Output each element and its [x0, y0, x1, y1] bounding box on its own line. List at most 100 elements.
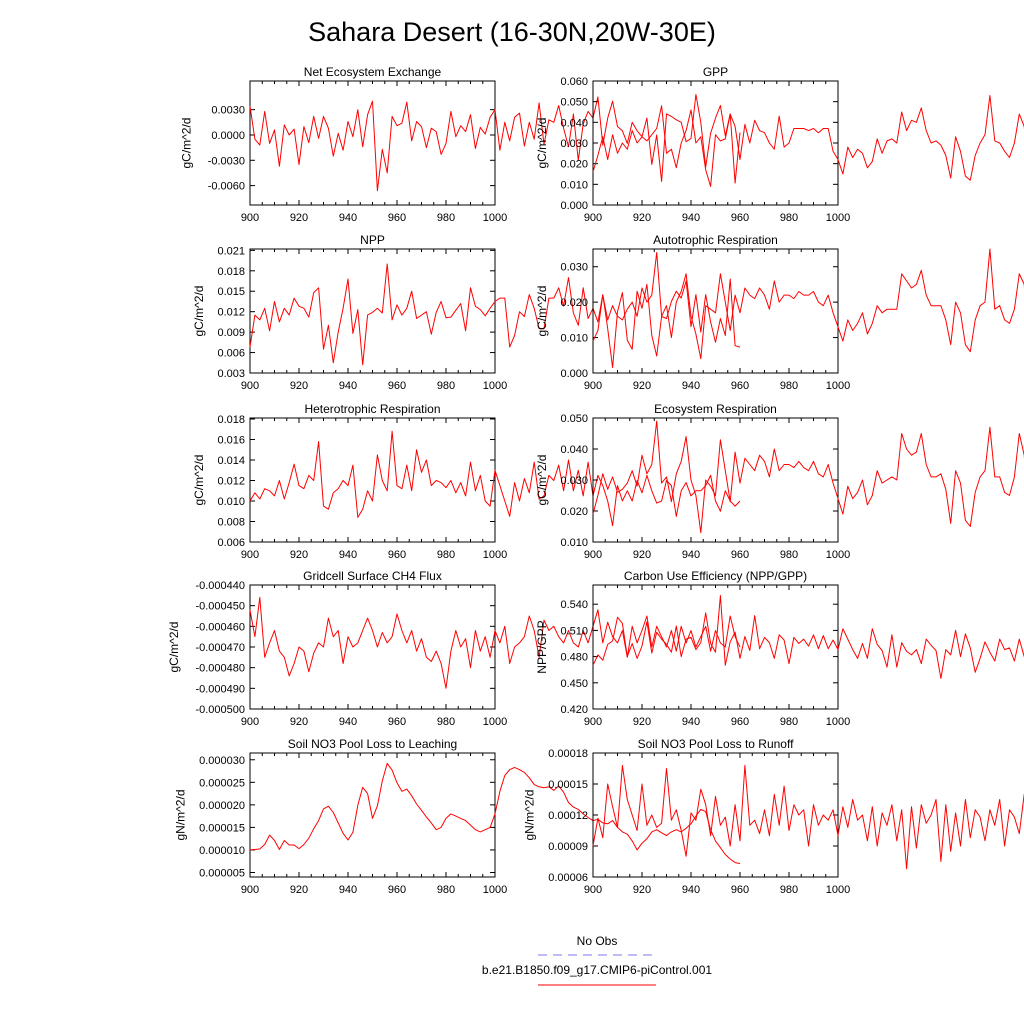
x-tick-label: 1000 [826, 716, 850, 728]
plot-frame [592, 417, 839, 543]
y-axis-label: NPP/GPP [535, 620, 549, 673]
y-axis-label: gC/m^2/d [535, 118, 549, 169]
y-axis-label: gC/m^2/d [192, 286, 206, 337]
x-tick-label: 940 [682, 212, 700, 224]
y-tick-label: 0.018 [217, 266, 245, 278]
series-line-control-run [249, 762, 741, 864]
y-tick-label: -0.0060 [208, 181, 245, 193]
x-tick-label: 920 [633, 884, 651, 896]
x-tick-label: 980 [780, 380, 798, 392]
y-tick-label: 0.010 [217, 496, 245, 508]
x-tick-label: 960 [731, 212, 749, 224]
x-tick-label: 940 [682, 380, 700, 392]
panel-soil-no3-pool-loss-to-runoff: 900 920 940 960 980 1000 0.00006 0.00009 0.00012… [523, 737, 1024, 896]
y-tick-label: 0.00018 [548, 748, 588, 760]
y-axis-label: gC/m^2/d [180, 118, 194, 169]
x-tick-label: 900 [241, 549, 259, 561]
y-tick-label: 0.0000 [211, 130, 245, 142]
y-tick-label: 0.00012 [548, 810, 588, 822]
y-tick-label: 0.030 [560, 262, 588, 274]
x-tick-label: 960 [388, 380, 406, 392]
panel-autotrophic-respiration: 900 920 940 960 980 1000 0.000 0.010 0.020 0.030 A… [535, 233, 1024, 392]
series-line-control-run [249, 596, 741, 689]
panel-ecosystem-respiration: 900 920 940 960 980 1000 0.010 0.020 0.030 0.040 0… [535, 402, 1024, 561]
y-tick-label: 0.480 [560, 652, 588, 664]
plot-frame [592, 80, 839, 206]
y-tick-label: 0.000020 [199, 800, 245, 812]
legend-label-control-run: b.e21.B1850.f09_g17.CMIP6-piControl.001 [482, 963, 712, 977]
x-tick-label: 920 [633, 380, 651, 392]
y-axis-label: gC/m^2/d [192, 455, 206, 506]
y-tick-label: 0.020 [560, 159, 588, 171]
x-tick-label: 960 [731, 716, 749, 728]
x-tick-label: 920 [290, 884, 308, 896]
x-tick-label: 900 [584, 212, 602, 224]
y-tick-label: 0.012 [217, 307, 245, 319]
y-tick-label: 0.040 [560, 444, 588, 456]
y-tick-label: 0.050 [560, 413, 588, 425]
y-tick-label: 0.021 [217, 245, 245, 257]
x-tick-label: 920 [633, 212, 651, 224]
x-tick-label: 1000 [483, 212, 507, 224]
panel-title: Gridcell Surface CH4 Flux [303, 569, 442, 583]
y-tick-label: 0.420 [560, 704, 588, 716]
y-tick-label: 0.010 [560, 179, 588, 191]
panel-title: Heterotrophic Respiration [304, 402, 440, 416]
y-tick-label: 0.009 [217, 327, 245, 339]
y-axis-label: gC/m^2/d [535, 286, 549, 337]
x-tick-label: 920 [633, 549, 651, 561]
y-tick-label: 0.000030 [199, 755, 245, 767]
x-tick-label: 960 [731, 884, 749, 896]
y-tick-label: 0.008 [217, 517, 245, 529]
y-tick-label: 0.060 [560, 76, 588, 88]
x-tick-label: 940 [682, 884, 700, 896]
panel-title: Soil NO3 Pool Loss to Runoff [638, 737, 795, 751]
x-tick-label: 1000 [483, 549, 507, 561]
y-tick-label: 0.020 [560, 297, 588, 309]
y-tick-label: 0.0030 [211, 105, 245, 117]
x-tick-label: 920 [290, 212, 308, 224]
y-tick-label: 0.006 [217, 348, 245, 360]
panel-title: Net Ecosystem Exchange [304, 65, 442, 79]
x-tick-label: 980 [437, 549, 455, 561]
series-line-control-run [249, 263, 741, 368]
panel-title: Autotrophic Respiration [653, 233, 778, 247]
y-axis-label: gN/m^2/d [523, 790, 537, 841]
x-tick-label: 900 [241, 212, 259, 224]
x-tick-label: 900 [584, 884, 602, 896]
plot-frame [249, 584, 496, 710]
x-tick-label: 960 [731, 549, 749, 561]
y-tick-label: 0.030 [560, 138, 588, 150]
plot-frame [249, 417, 496, 543]
x-tick-label: 900 [584, 380, 602, 392]
x-tick-label: 920 [290, 716, 308, 728]
y-tick-label: -0.000470 [195, 642, 245, 654]
series-line-control-run [592, 764, 1024, 870]
x-tick-label: 920 [633, 716, 651, 728]
y-tick-label: 0.010 [560, 333, 588, 345]
y-tick-label: 0.000010 [199, 845, 245, 857]
y-tick-label: 0.010 [560, 537, 588, 549]
x-tick-label: 940 [339, 549, 357, 561]
y-tick-label: 0.00009 [548, 841, 588, 853]
y-tick-label: 0.00006 [548, 872, 588, 884]
y-tick-label: 0.540 [560, 599, 588, 611]
y-tick-label: -0.000490 [195, 683, 245, 695]
series-line-control-run [592, 595, 1024, 679]
plot-frame [249, 752, 496, 878]
y-tick-label: -0.000460 [195, 621, 245, 633]
x-tick-label: 980 [780, 212, 798, 224]
y-tick-label: 0.030 [560, 475, 588, 487]
y-tick-label: 0.510 [560, 625, 588, 637]
x-tick-label: 980 [437, 212, 455, 224]
x-tick-label: 900 [241, 716, 259, 728]
y-tick-label: -0.000450 [195, 601, 245, 613]
panel-title: NPP [360, 233, 385, 247]
x-tick-label: 1000 [483, 884, 507, 896]
panels: 900 920 940 960 980 1000-0.0060-0.00300.00000… [167, 65, 1024, 896]
x-tick-label: 980 [437, 884, 455, 896]
x-tick-label: 980 [780, 549, 798, 561]
panel-title: Soil NO3 Pool Loss to Leaching [288, 737, 457, 751]
legend-label-no-obs: No Obs [577, 934, 618, 948]
